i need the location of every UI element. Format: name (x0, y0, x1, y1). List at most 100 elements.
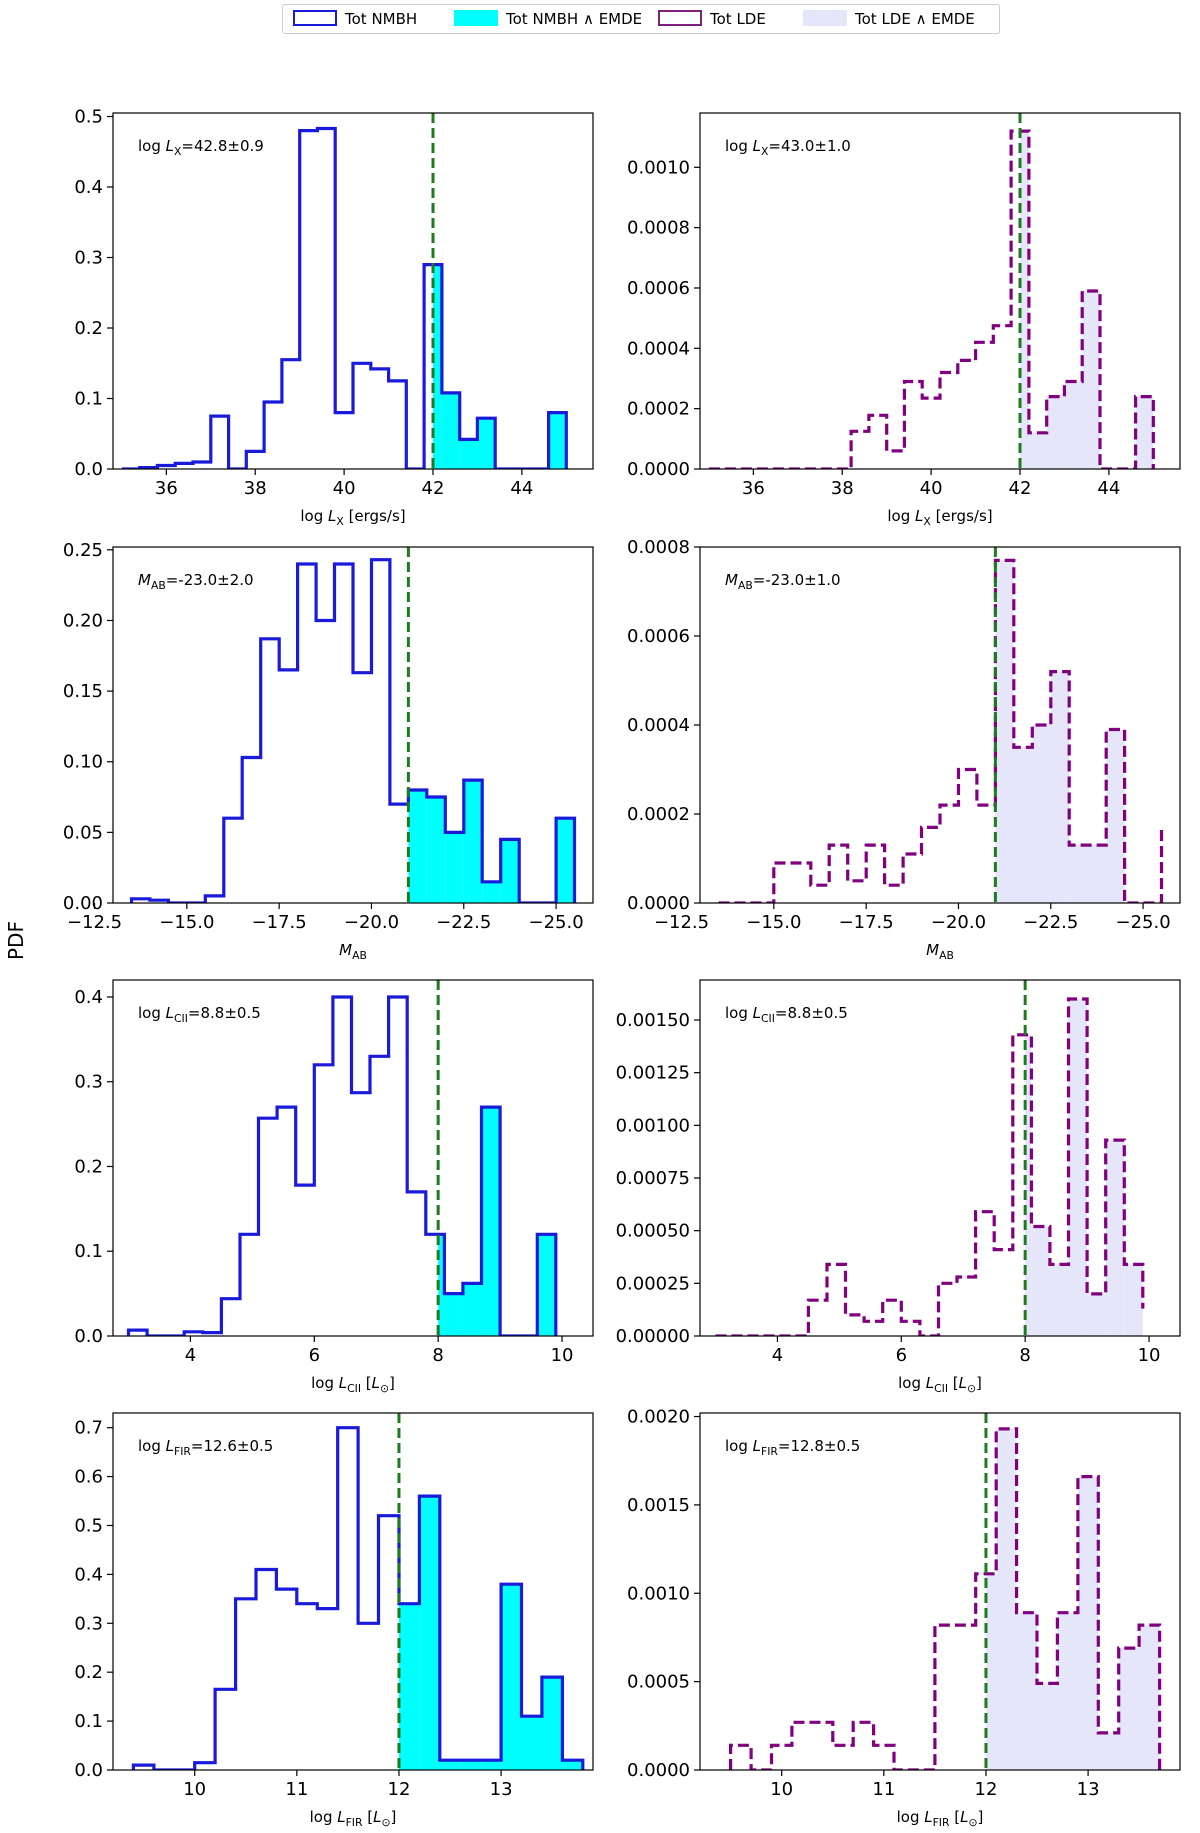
x-tick-label: 44 (510, 478, 533, 499)
panel-2: 36 38 40 42 44 0.0000 0.0002 0.0004 0.0006 0.0008… (627, 112, 1181, 528)
x-tick-label: 40 (333, 478, 356, 499)
y-tick-label: 0.3 (74, 1072, 103, 1093)
emde-fill-bar (1037, 1683, 1058, 1770)
emde-fill-bar (439, 1760, 461, 1770)
emde-fill-bar (1124, 1264, 1143, 1336)
axes-frame (112, 1412, 594, 1771)
x-tick-label: −12.5 (67, 912, 122, 933)
emde-fill-bar (501, 1584, 522, 1770)
panel-annotation: log LFIR=12.8±0.5 (725, 1437, 860, 1458)
y-tick-label: 0.5 (74, 107, 103, 128)
emde-fill-bar (462, 1283, 482, 1336)
x-tick-label: 12 (975, 1779, 998, 1800)
axes-frame (699, 1412, 1181, 1771)
emde-fill-bar (480, 1760, 502, 1770)
y-tick-label: 0.00100 (616, 1115, 690, 1136)
tot-lde-step-line (715, 997, 1145, 1336)
x-tick-label: −22.5 (436, 912, 491, 933)
y-tick-label: 0.1 (74, 389, 103, 410)
y-tick-label: 0.0000 (627, 893, 690, 914)
emde-fill-bar (1105, 1140, 1125, 1336)
x-tick-label: 36 (155, 478, 178, 499)
emde-fill-bar (996, 1428, 1017, 1770)
x-tick-label: 13 (1077, 1779, 1100, 1800)
y-tick-label: 0.1 (74, 1241, 103, 1262)
emde-fill-bar (1031, 1226, 1050, 1336)
legend-swatch-lde-emde (803, 10, 847, 26)
emde-fill-bar (1046, 396, 1065, 469)
y-tick-label: 0.4 (74, 177, 103, 198)
axes-frame (112, 112, 594, 470)
y-tick-label: 0.10 (63, 752, 103, 773)
emde-fill-bar (1013, 747, 1033, 903)
x-axis-label: MAB (926, 941, 954, 962)
x-tick-label: 12 (388, 1779, 411, 1800)
y-tick-label: 0.7 (74, 1418, 103, 1439)
emde-fill-bar (1032, 725, 1051, 903)
y-tick-label: 0.0005 (627, 1672, 690, 1693)
tot-lde-step-line (718, 558, 1164, 903)
emde-fill-bar (1020, 131, 1029, 469)
panel-annotation: log LX=42.8±0.9 (138, 137, 264, 158)
x-tick-label: 38 (831, 478, 854, 499)
emde-fill-bar (1087, 1293, 1106, 1336)
panel-7: 10 11 12 13 0.0 0.1 0.2 0.3 0.4 0.5 0.6 0.7 log LFIR… (74, 1412, 594, 1829)
y-tick-label: 0.0008 (627, 537, 690, 558)
y-tick-label: 0.00 (63, 893, 103, 914)
y-tick-label: 0.0002 (627, 804, 690, 825)
emde-fill-bar (444, 1293, 463, 1336)
emde-fill-bar (1028, 432, 1047, 469)
x-tick-label: 10 (551, 1345, 574, 1366)
y-tick-label: 0.0004 (627, 338, 690, 359)
y-tick-label: 0.3 (74, 248, 103, 269)
emde-fill-bar (1025, 1034, 1032, 1336)
y-tick-label: 0.0000 (627, 459, 690, 480)
y-tick-label: 0.00150 (616, 1010, 690, 1031)
x-tick-label: 10 (1138, 1345, 1161, 1366)
emde-fill-bar (1068, 998, 1088, 1336)
y-tick-label: 0.0 (74, 459, 103, 480)
y-tick-label: 0.20 (63, 610, 103, 631)
emde-fill-bar (398, 1603, 420, 1770)
y-tick-label: 0.0006 (627, 278, 690, 299)
emde-fill-bar (1135, 396, 1154, 469)
x-axis-label: log LCII [L⊙] (311, 1374, 395, 1395)
y-tick-label: 0.0010 (627, 157, 690, 178)
x-tick-label: −12.5 (654, 912, 709, 933)
emde-fill-bar (1087, 845, 1107, 903)
y-tick-label: 0.0006 (627, 626, 690, 647)
y-tick-label: 0.2 (74, 1156, 103, 1177)
x-axis-label: log LX [ergs/s] (887, 507, 992, 528)
panel-1: 36 38 40 42 44 0.0 0.1 0.2 0.3 0.4 0.5 log LX [ergs… (74, 107, 594, 528)
x-tick-label: 4 (772, 1345, 783, 1366)
x-tick-label: −15.0 (746, 912, 801, 933)
panel-4: −12.5 −15.0 −17.5 −20.0 −22.5 −25.0 0.0000 0.00… (627, 537, 1181, 962)
y-tick-label: 0.2 (74, 318, 103, 339)
tot-nmbh-step-line (121, 126, 568, 469)
emde-fill-bar (460, 1760, 481, 1770)
y-tick-label: 0.0010 (627, 1583, 690, 1604)
y-tick-label: 0.00000 (616, 1326, 690, 1347)
panel-annotation: log LFIR=12.6±0.5 (138, 1437, 273, 1458)
panel-8: 10 11 12 13 0.0000 0.0005 0.0010 0.0015 0.0020 lo… (627, 1407, 1181, 1829)
y-tick-label: 0.0 (74, 1760, 103, 1781)
y-tick-label: 0.4 (74, 987, 103, 1008)
y-tick-label: 0.0004 (627, 715, 690, 736)
emde-fill-bar (463, 780, 483, 903)
panel-5: 4 6 8 10 0.0 0.1 0.2 0.3 0.4 log LCII [L⊙] log LCI… (74, 979, 594, 1395)
tot-nmbh-step-line (129, 558, 577, 903)
x-tick-label: 10 (770, 1779, 793, 1800)
y-tick-label: 0.1 (74, 1711, 103, 1732)
y-tick-label: 0.0015 (627, 1495, 690, 1516)
legend-swatch-nmbh (293, 10, 337, 26)
emde-fill-bar (556, 818, 575, 903)
legend: Tot NMBH Tot NMBH ∧ EMDE Tot LDE Tot LDE… (282, 4, 1000, 34)
tot-nmbh-step-line (126, 995, 558, 1336)
legend-swatch-nmbh-emde (454, 10, 498, 26)
y-tick-label: 0.6 (74, 1467, 103, 1488)
emde-fill-bar (1077, 1476, 1099, 1770)
tot-nmbh-step-line (131, 1426, 585, 1770)
legend-label: Tot LDE ∧ EMDE (855, 10, 975, 28)
emde-fill-bar (1082, 291, 1100, 469)
